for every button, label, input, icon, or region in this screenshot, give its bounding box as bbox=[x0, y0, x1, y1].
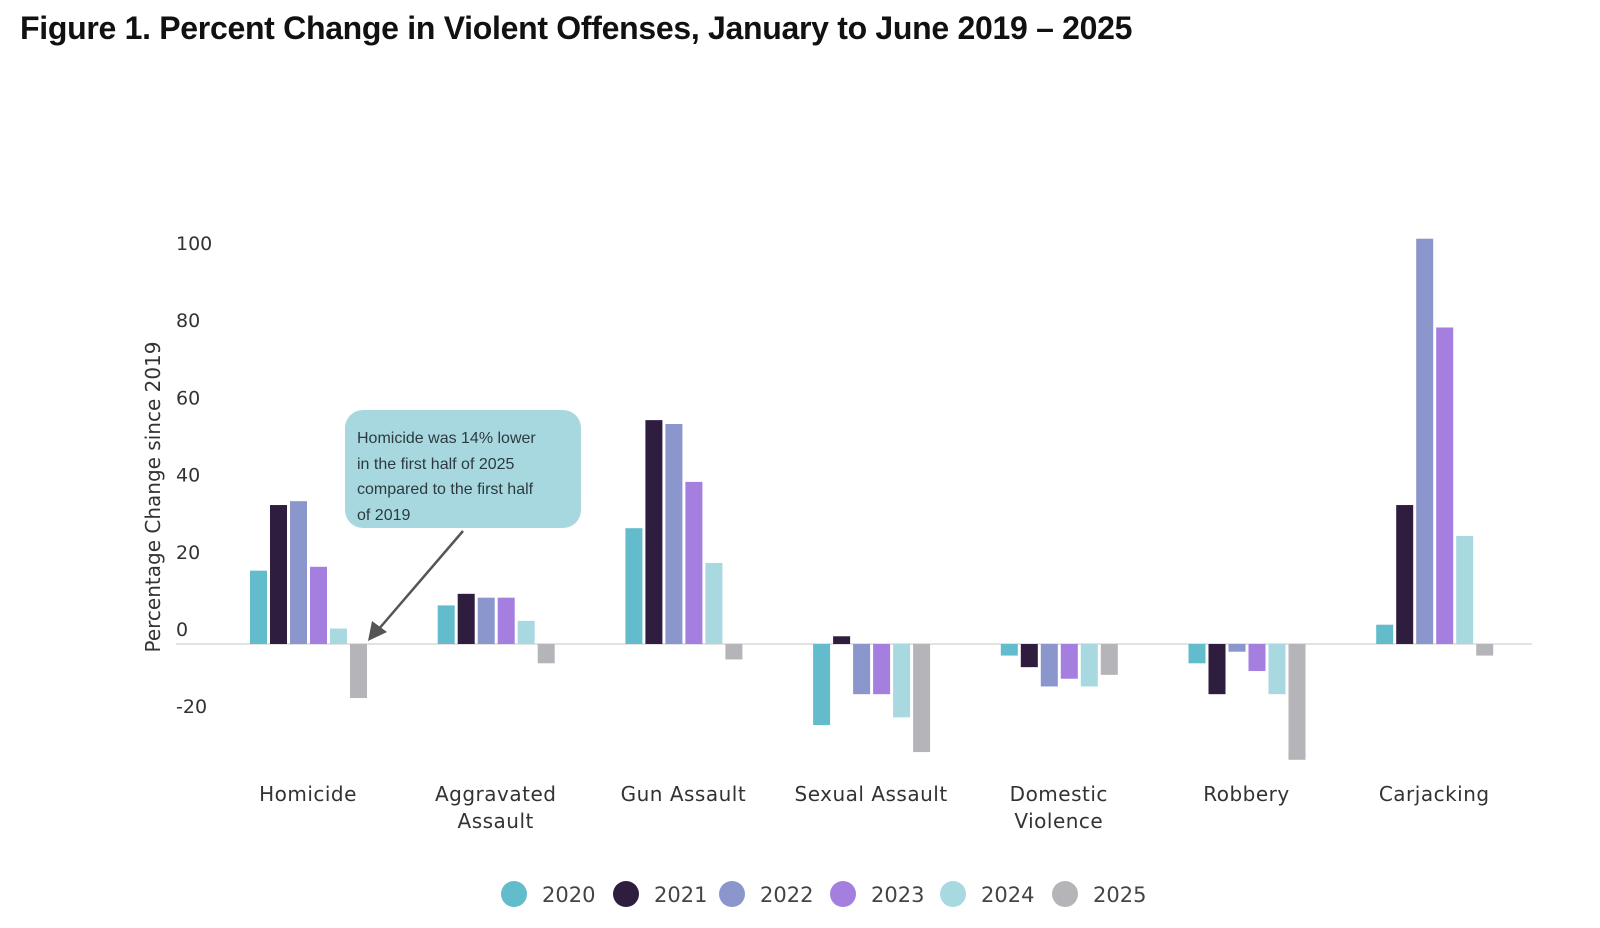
bar-2025 bbox=[1100, 644, 1118, 675]
annotation-line: in the first half of 2025 bbox=[357, 455, 515, 473]
bar-2025 bbox=[913, 644, 931, 753]
bar-2025 bbox=[725, 644, 743, 660]
category-label: Sexual Assault bbox=[795, 782, 948, 806]
chart-title: Figure 1. Percent Change in Violent Offe… bbox=[20, 10, 1133, 46]
legend-swatch-2021 bbox=[613, 881, 639, 907]
legend-swatch-2020 bbox=[501, 881, 527, 907]
annotation-callout: Homicide was 14% lower in the first half… bbox=[345, 410, 581, 528]
bar-2020 bbox=[1188, 644, 1206, 664]
legend-label: 2022 bbox=[760, 883, 813, 907]
bar-2021 bbox=[457, 593, 475, 644]
bar-2024 bbox=[1080, 644, 1098, 687]
bar-2021 bbox=[270, 505, 287, 644]
annotation-line: Homicide was 14% lower bbox=[357, 430, 536, 447]
bar-2024 bbox=[705, 562, 723, 644]
bar-2020 bbox=[813, 644, 831, 726]
legend-swatch-2025 bbox=[1052, 881, 1078, 907]
bar-2021 bbox=[1020, 644, 1038, 668]
y-tick-label: 80 bbox=[176, 310, 200, 332]
bar-2021 bbox=[1208, 644, 1226, 695]
bar-2023 bbox=[1436, 327, 1454, 644]
bar-2022 bbox=[1228, 644, 1246, 652]
category-label: Homicide bbox=[259, 782, 357, 806]
legend-label: 2023 bbox=[871, 883, 924, 907]
bar-2022 bbox=[1040, 644, 1058, 687]
bar-2021 bbox=[833, 636, 851, 644]
y-tick-label: 20 bbox=[176, 542, 200, 564]
bar-2025 bbox=[1476, 644, 1494, 656]
category-label: Domestic bbox=[1010, 782, 1108, 806]
y-tick-label: -20 bbox=[176, 696, 207, 718]
legend-swatch-2022 bbox=[719, 881, 745, 907]
legend-label: 2025 bbox=[1093, 883, 1146, 907]
bar-2023 bbox=[685, 481, 703, 644]
bar-2020 bbox=[1376, 624, 1394, 644]
bar-2024 bbox=[1268, 644, 1286, 695]
bar-2022 bbox=[1416, 238, 1434, 644]
legend-swatch-2023 bbox=[830, 881, 856, 907]
bar-2025 bbox=[537, 644, 555, 664]
y-tick-label: 60 bbox=[176, 387, 200, 409]
bar-2020 bbox=[625, 528, 643, 644]
bar-2023 bbox=[1248, 644, 1266, 672]
bar-2020 bbox=[437, 605, 455, 644]
category-label: Violence bbox=[1014, 809, 1103, 833]
bar-2020 bbox=[1000, 644, 1018, 656]
bar-2024 bbox=[517, 620, 535, 644]
annotation-line: compared to the first half bbox=[357, 481, 534, 498]
y-tick-label: 100 bbox=[176, 233, 212, 255]
bar-2022 bbox=[853, 644, 871, 695]
y-tick-label: 0 bbox=[176, 619, 188, 641]
bar-2023 bbox=[310, 566, 327, 644]
category-label: Carjacking bbox=[1379, 782, 1490, 806]
bar-2025 bbox=[1288, 644, 1306, 760]
category-label: Gun Assault bbox=[621, 782, 747, 806]
category-label: Robbery bbox=[1203, 782, 1290, 806]
legend-label: 2020 bbox=[542, 883, 595, 907]
bar-2020 bbox=[250, 570, 267, 644]
legend-label: 2021 bbox=[654, 883, 707, 907]
bar-2022 bbox=[290, 501, 307, 644]
arrow-head-icon bbox=[368, 621, 387, 641]
bar-2023 bbox=[1060, 644, 1078, 679]
bar-2024 bbox=[893, 644, 911, 718]
bar-2023 bbox=[497, 597, 515, 644]
annotation-arrow bbox=[377, 530, 464, 631]
category-label: Assault bbox=[458, 809, 534, 833]
bar-2022 bbox=[477, 597, 495, 644]
bar-2023 bbox=[873, 644, 891, 695]
bar-2024 bbox=[1456, 535, 1474, 644]
legend-swatch-2024 bbox=[940, 881, 966, 907]
y-axis-label: Percentage Change since 2019 bbox=[141, 341, 165, 652]
bar-2021 bbox=[645, 420, 663, 644]
bar-2025 bbox=[350, 644, 367, 699]
category-label: Aggravated bbox=[435, 782, 556, 806]
legend-label: 2024 bbox=[981, 883, 1034, 907]
bar-2021 bbox=[1396, 505, 1414, 644]
annotation-line: of 2019 bbox=[357, 506, 411, 524]
y-tick-label: 40 bbox=[176, 465, 200, 487]
bar-2024 bbox=[330, 628, 347, 644]
bar-2022 bbox=[665, 423, 683, 644]
